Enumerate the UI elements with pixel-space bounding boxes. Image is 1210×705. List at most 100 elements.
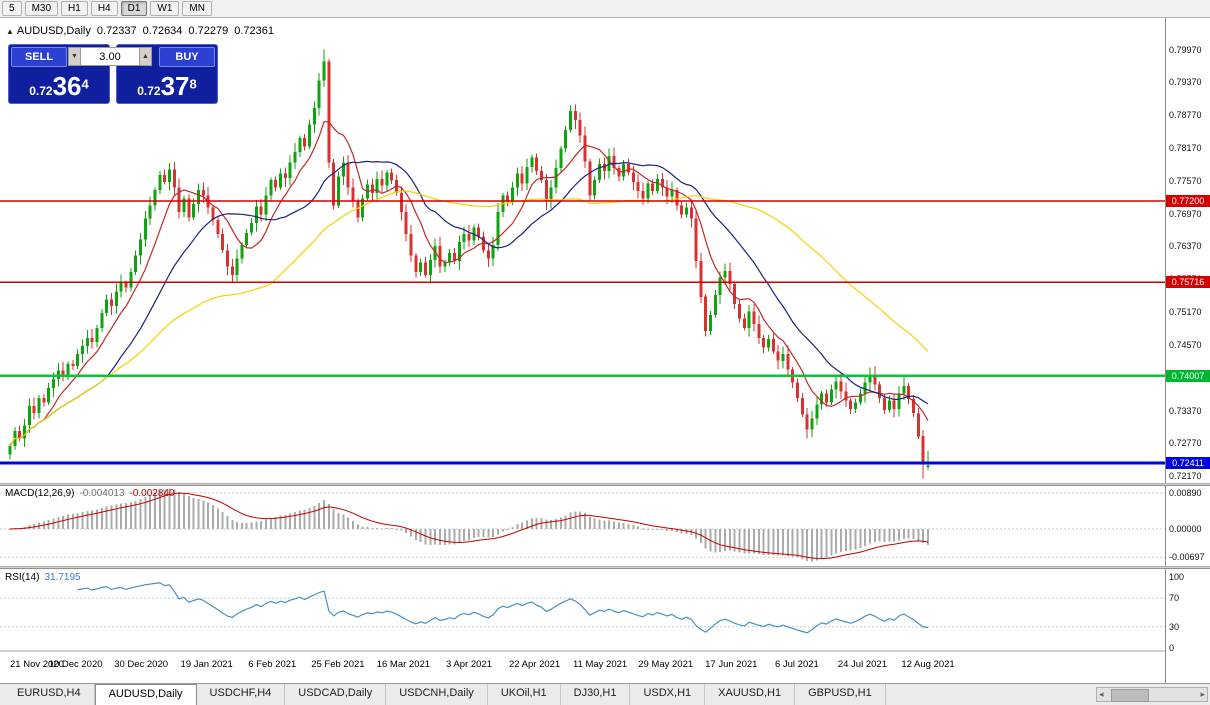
high-value: 0.72634 <box>142 25 183 37</box>
price-axis-label: 0.77570 <box>1169 175 1202 186</box>
chart-tab-USDCHF-H4[interactable]: USDCHF,H4 <box>197 684 286 705</box>
tab-scrollbar[interactable]: ◂ ▸ <box>1096 687 1208 702</box>
sell-price-prefix: 0.72 <box>29 84 53 98</box>
price-axis-label: 0.72770 <box>1169 438 1202 449</box>
price-axis-label: 0.74570 <box>1169 339 1202 350</box>
buy-price: 0.72378 <box>117 71 217 101</box>
price-tag: 0.75716 <box>1166 276 1210 289</box>
macd-name: MACD(12,26,9) <box>5 488 75 499</box>
buy-price-big-digits: 37 <box>160 71 190 101</box>
macd-signal-line <box>9 492 929 560</box>
date-axis-label: 17 Jun 2021 <box>705 659 757 670</box>
chart-symbol-label: AUDUSD,Daily <box>16 25 91 37</box>
timeframe-button-H4[interactable]: H4 <box>90 1 118 16</box>
chart-tab-DJ30-H1[interactable]: DJ30,H1 <box>561 684 631 705</box>
chart-tab-USDCNH-Daily[interactable]: USDCNH,Daily <box>386 684 488 705</box>
volume-increase-button[interactable]: ▲ <box>139 47 152 66</box>
volume-control: ▼ ▲ <box>68 47 158 66</box>
tab-scrollbar-thumb[interactable] <box>1111 689 1149 702</box>
price-tag: 0.74007 <box>1166 369 1210 382</box>
moving-average-line-55 <box>9 190 929 447</box>
volume-input[interactable] <box>81 47 139 66</box>
date-axis-label: 11 May 2021 <box>573 659 627 670</box>
chart-tab-USDCAD-Daily[interactable]: USDCAD,Daily <box>285 684 387 705</box>
sell-button[interactable]: SELL <box>11 47 67 67</box>
rsi-value: 31.7195 <box>44 572 81 583</box>
price-axis-label: 0.73370 <box>1169 405 1202 416</box>
date-axis-label: 12 Aug 2021 <box>901 659 954 670</box>
price-tag: 0.72411 <box>1166 456 1210 469</box>
timeframe-button-D1[interactable]: D1 <box>120 1 148 16</box>
price-axis-label: 0.76370 <box>1169 241 1202 252</box>
rsi-indicator-label: RSI(14) 31.7195 <box>5 572 81 583</box>
chart-window: 21 Nov 2020 10 Dec 2020 30 Dec 2020 19 Jan … <box>0 18 1210 683</box>
price-axis-column[interactable]: 0.79970 0.79370 0.78770 0.78170 0.77570 0.769… <box>1165 18 1210 683</box>
timeframe-button-M30[interactable]: M30 <box>24 1 59 16</box>
chart-tab-UKOil-H1[interactable]: UKOil,H1 <box>488 684 561 705</box>
moving-average-line-8 <box>9 121 929 447</box>
timeframe-button-MN[interactable]: MN <box>182 1 212 16</box>
chart-tab-GBPUSD-H1[interactable]: GBPUSD,H1 <box>795 684 886 705</box>
chart-tab-USDX-H1[interactable]: USDX,H1 <box>630 684 706 705</box>
rsi-axis-label: 70 <box>1169 593 1180 604</box>
timeframe-button-W1[interactable]: W1 <box>150 1 180 16</box>
price-axis-label: 0.72170 <box>1169 471 1202 482</box>
rsi-axis-label: 30 <box>1169 621 1180 632</box>
chart-tab-EURUSD-H4[interactable]: EURUSD,H4 <box>4 684 95 705</box>
price-axis-label: 0.78170 <box>1169 142 1202 153</box>
sell-panel: SELL 0.72364 <box>8 44 110 104</box>
macd-indicator-label: MACD(12,26,9) -0.004013 -0.002840 <box>5 488 175 499</box>
pane-splitter[interactable] <box>0 566 1210 569</box>
macd-axis-label: 0.00000 <box>1169 523 1202 534</box>
candles <box>8 49 930 479</box>
rsi-axis-label: 0 <box>1169 643 1175 654</box>
price-axis-label: 0.75170 <box>1169 307 1202 318</box>
scroll-right-icon[interactable]: ▸ <box>1200 689 1205 699</box>
date-axis-label: 22 Apr 2021 <box>509 659 560 670</box>
timeframe-button-5[interactable]: 5 <box>2 1 22 16</box>
rsi-line <box>77 582 929 634</box>
price-axis-label: 0.79370 <box>1169 77 1202 88</box>
macd-main-value: -0.004013 <box>79 488 125 499</box>
sell-price-pip-digit: 4 <box>81 76 89 92</box>
price-axis-label: 0.79970 <box>1169 44 1202 55</box>
date-axis-label: 6 Feb 2021 <box>248 659 296 670</box>
date-axis-label: 6 Jul 2021 <box>775 659 819 670</box>
date-axis-label: 16 Mar 2021 <box>377 659 430 670</box>
macd-axis-label: -0.00697 <box>1169 552 1205 563</box>
timeframe-button-H1[interactable]: H1 <box>61 1 88 16</box>
moving-average-line-21 <box>9 160 929 447</box>
date-axis-label: 19 Jan 2021 <box>181 659 233 670</box>
chart-tab-bar: EURUSD,H4 AUDUSD,Daily USDCHF,H4 USDCAD,Dai… <box>0 683 1210 705</box>
price-tag: 0.77200 <box>1166 195 1210 208</box>
pane-splitter[interactable] <box>0 483 1210 486</box>
date-axis-label: 30 Dec 2020 <box>114 659 168 670</box>
buy-price-pip-digit: 8 <box>189 76 197 92</box>
chart-background[interactable] <box>0 18 1165 683</box>
date-axis-label: 10 Dec 2020 <box>49 659 103 670</box>
sell-price: 0.72364 <box>9 71 109 101</box>
sell-price-big-digits: 36 <box>52 71 82 101</box>
chart-tab-AUDUSD-Daily[interactable]: AUDUSD,Daily <box>94 684 197 705</box>
macd-axis-label: 0.00890 <box>1169 487 1202 498</box>
volume-decrease-button[interactable]: ▼ <box>68 47 81 66</box>
price-axis-label: 0.76970 <box>1169 208 1202 219</box>
close-value: 0.72361 <box>234 25 274 37</box>
macd-histogram <box>9 488 929 562</box>
rsi-name: RSI(14) <box>5 572 40 583</box>
chart-tab-XAUUSD-H1[interactable]: XAUUSD,H1 <box>705 684 796 705</box>
buy-price-prefix: 0.72 <box>137 84 161 98</box>
buy-button[interactable]: BUY <box>159 47 215 67</box>
date-axis-label: 3 Apr 2021 <box>446 659 492 670</box>
date-axis-label: 21 Nov 2020 <box>10 659 64 670</box>
chart-ohlc-header: ▲ AUDUSD,Daily 0.72337 0.72634 0.72279 0.7236… <box>6 25 274 37</box>
scroll-left-icon[interactable]: ◂ <box>1099 689 1104 699</box>
low-value: 0.72279 <box>188 25 229 37</box>
date-axis-label: 29 May 2021 <box>638 659 693 670</box>
price-axis-label: 0.78770 <box>1169 110 1202 121</box>
symbol-marker-icon: ▲ <box>6 27 14 36</box>
rsi-axis-label: 100 <box>1169 571 1185 582</box>
one-click-trading-panel: SELL 0.72364 BUY 0.72378 ▼ ▲ <box>8 44 218 104</box>
